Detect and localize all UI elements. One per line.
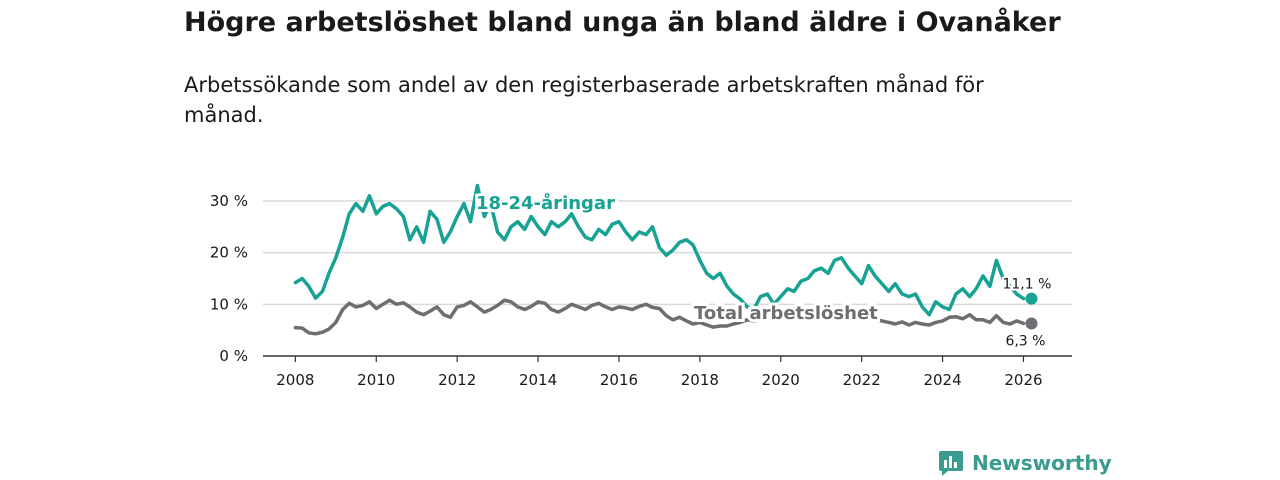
chart-title: Högre arbetslöshet bland unga än bland ä… <box>184 7 1061 38</box>
chart-subtitle: Arbetssökande som andel av den registerb… <box>184 73 984 127</box>
series-label-youth: 18-24-åringar <box>476 192 615 214</box>
x-tick-label: 2026 <box>1004 371 1042 389</box>
y-tick-label: 30 % <box>210 192 248 210</box>
y-tick-label: 10 % <box>210 295 248 313</box>
end-label-youth: 11,1 % <box>1002 277 1051 293</box>
x-tick-label: 2010 <box>357 371 395 389</box>
x-tick-label: 2022 <box>843 371 881 389</box>
newsworthy-logo-text: Newsworthy <box>972 451 1112 475</box>
x-tick-label: 2024 <box>923 371 961 389</box>
x-tick-label: 2008 <box>276 371 314 389</box>
x-tick-label: 2016 <box>600 371 638 389</box>
newsworthy-logo-icon <box>939 451 963 476</box>
x-tick-label: 2020 <box>762 371 800 389</box>
x-tick-label: 2012 <box>438 371 476 389</box>
series-end-dot-1 <box>1025 317 1038 330</box>
x-tick-label: 2018 <box>681 371 719 389</box>
series-end-dot-0 <box>1025 292 1038 305</box>
newsworthy-logo[interactable]: Newsworthy <box>938 448 1112 478</box>
series-line-1 <box>293 298 1026 336</box>
y-tick-label: 20 % <box>210 244 248 262</box>
series-line-0 <box>293 183 1026 317</box>
x-tick-label: 2014 <box>519 371 557 389</box>
y-tick-label: 0 % <box>219 347 248 365</box>
end-label-total: 6,3 % <box>1005 333 1045 349</box>
series-label-total: Total arbetslöshet <box>694 303 878 324</box>
